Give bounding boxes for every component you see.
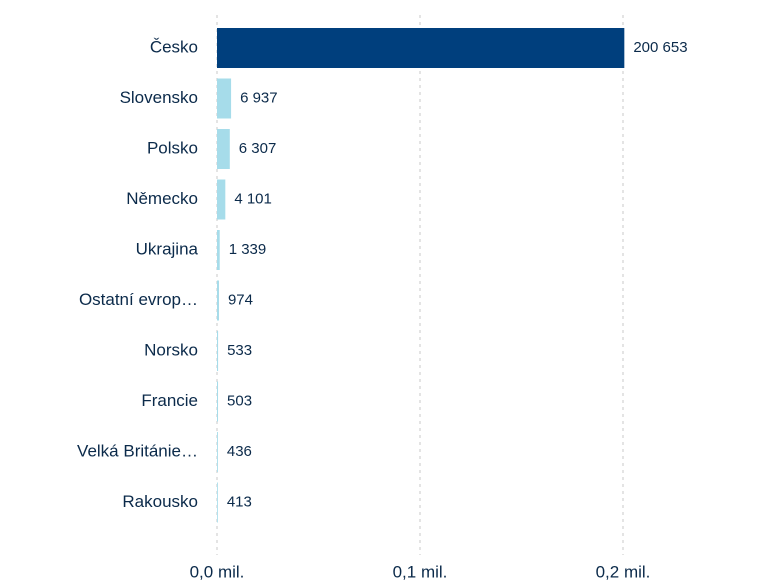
category-label: Norsko (144, 340, 198, 359)
x-tick-label: 0,0 mil. (190, 562, 245, 581)
bar (217, 280, 219, 321)
category-label: Česko (150, 37, 198, 56)
value-label: 974 (228, 291, 253, 308)
bar (217, 331, 219, 371)
bar (217, 482, 218, 523)
x-tick-label: 0,1 mil. (393, 562, 448, 581)
category-label: Francie (141, 391, 198, 410)
value-label: 6 307 (239, 140, 277, 157)
category-label: Rakousko (122, 492, 198, 511)
bar (217, 28, 625, 68)
category-label: Velká Británie… (77, 441, 198, 460)
value-label: 4 101 (234, 190, 272, 207)
bar (217, 179, 226, 220)
value-label: 503 (227, 392, 252, 409)
x-tick-label: 0,2 mil. (596, 562, 651, 581)
bar (217, 381, 219, 422)
category-label: Německo (126, 189, 198, 208)
value-label: 533 (227, 342, 252, 359)
value-label: 6 937 (240, 89, 278, 106)
value-label: 200 653 (633, 39, 687, 56)
value-label: 1 339 (229, 241, 267, 258)
category-label: Polsko (147, 138, 198, 157)
category-label: Ostatní evrop… (79, 290, 198, 309)
category-label: Ukrajina (136, 239, 199, 258)
bar (217, 78, 232, 119)
category-label: Slovensko (120, 88, 198, 107)
value-label: 436 (227, 443, 252, 460)
value-label: 413 (227, 493, 252, 510)
bar (217, 432, 218, 472)
bar (217, 230, 220, 270)
bar (217, 129, 230, 169)
